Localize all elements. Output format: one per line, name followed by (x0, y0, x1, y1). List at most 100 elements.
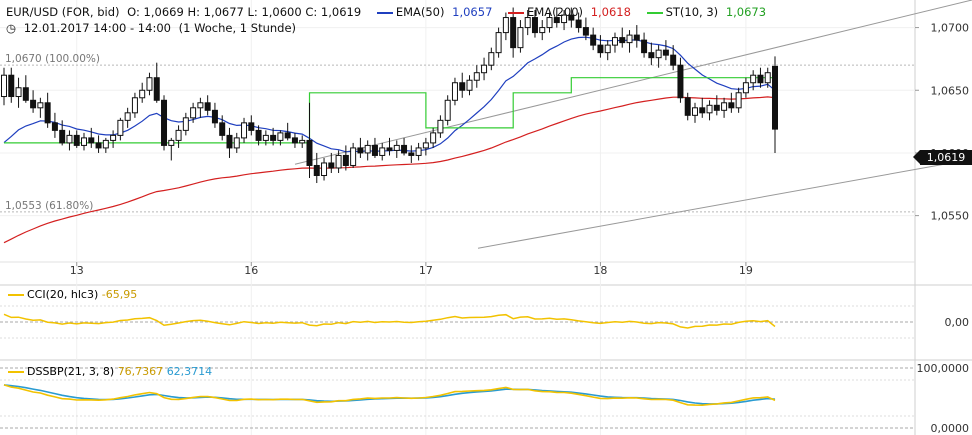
candle-body (146, 77, 153, 91)
clock-icon: ◷ (6, 21, 17, 35)
candle-body (662, 49, 669, 56)
trendline-upper (294, 0, 972, 165)
candle-body (706, 104, 713, 114)
candle-body (102, 139, 109, 149)
dss-tick-label: 0,0000 (931, 422, 970, 435)
candle-body (313, 164, 320, 177)
cci-swatch (8, 294, 24, 296)
candle-body (670, 54, 677, 66)
candle-body (568, 14, 575, 21)
datetime-label: 12.01.2017 14:00 - 14:00 (23, 21, 171, 35)
candle-body (248, 122, 255, 131)
candle-body (510, 17, 517, 49)
candle-body (197, 102, 204, 109)
candle-body (88, 137, 95, 144)
candle-body (110, 134, 117, 141)
x-tick-label: 13 (70, 264, 84, 277)
dss-value-2: 62,3714 (166, 365, 213, 378)
candle-body (415, 147, 422, 156)
candle-body (713, 104, 720, 111)
candle-body (691, 107, 698, 116)
period-label: (1 Woche, 1 Stunde) (178, 21, 297, 35)
candle-body (255, 129, 262, 141)
y-tick-label: 1,0550 (931, 210, 970, 223)
candle-body (764, 72, 771, 84)
candlestick-series (1, 7, 778, 184)
candle-body (124, 112, 131, 121)
candle-body (531, 17, 538, 34)
candle-body (168, 139, 175, 146)
candle-body (393, 144, 400, 151)
ema50-value: 1,0657 (452, 5, 493, 19)
candle-body (488, 52, 495, 66)
candle-body (430, 132, 437, 144)
candle-body (8, 74, 15, 98)
ema200-value: 1,0618 (590, 5, 631, 19)
fib-level-label: 1,0670 (100.00%) (5, 53, 100, 65)
candle-body (728, 102, 735, 109)
candle-body (299, 139, 306, 144)
candle-body (66, 134, 73, 144)
candle-body (284, 132, 291, 139)
candle-body (37, 102, 44, 109)
candle-body (750, 74, 757, 84)
candle-body (641, 39, 648, 54)
candle-body (757, 74, 764, 84)
dss-signal-line (3, 384, 776, 405)
candle-body (699, 107, 706, 114)
symbol-label: EUR/USD (FOR, bid) (6, 5, 120, 19)
candle-body (451, 82, 458, 101)
candle-body (459, 82, 466, 91)
candle-body (328, 162, 335, 169)
candle-body (364, 144, 371, 154)
candle-body (153, 77, 160, 101)
cci-panel: 0,00 (0, 305, 969, 339)
candle-body (219, 122, 226, 136)
candle-body (44, 102, 51, 124)
ema50-label: EMA(50) (395, 5, 445, 19)
candle-body (350, 147, 357, 166)
candle-body (211, 109, 218, 124)
candle-body (648, 52, 655, 59)
candle-body (633, 34, 640, 41)
candle-body (30, 99, 37, 109)
candle-body (241, 122, 248, 139)
candle-body (73, 134, 80, 146)
candle-body (306, 139, 313, 166)
candle-body (546, 17, 553, 29)
candle-body (51, 122, 58, 131)
ohlc-values: O: 1,0669 H: 1,0677 L: 1,0600 C: 1,0619 (127, 5, 362, 19)
candle-body (401, 144, 408, 154)
supertrend-value: 1,0673 (725, 5, 767, 19)
y-tick-label: 1,0650 (931, 84, 970, 97)
candle-body (139, 89, 146, 99)
cci-label: CCI(20, hlc3) (27, 288, 99, 301)
candle-body (597, 44, 604, 54)
candle-body (182, 117, 189, 131)
candle-body (772, 65, 778, 130)
x-tick-label: 17 (419, 264, 433, 277)
ema200-line (3, 96, 776, 244)
candle-body (502, 17, 509, 34)
overlay-lines: 1,0670 (100.00%) 1,0553 (61.80%) (0, 0, 972, 249)
fib-level-label: 1,0553 (61.80%) (5, 200, 93, 212)
candle-body (575, 19, 582, 29)
candle-body (190, 107, 197, 119)
dss-panel: 100,0000 0,0000 (0, 362, 969, 435)
dss-main-line (3, 384, 776, 407)
ema200-swatch (508, 11, 525, 14)
y-tick-label: 1,0700 (931, 22, 970, 35)
current-price-tag: 1,0619 (913, 150, 972, 165)
candle-body (335, 154, 342, 169)
x-tick-label: 18 (593, 264, 607, 277)
candle-body (386, 147, 393, 151)
candle-body (721, 102, 728, 111)
candle-body (131, 97, 138, 114)
candle-body (226, 134, 233, 149)
candle-body (357, 147, 364, 154)
candle-body (539, 27, 546, 34)
candle-body (495, 32, 502, 54)
cci-line (3, 313, 776, 329)
candle-body (81, 137, 88, 146)
